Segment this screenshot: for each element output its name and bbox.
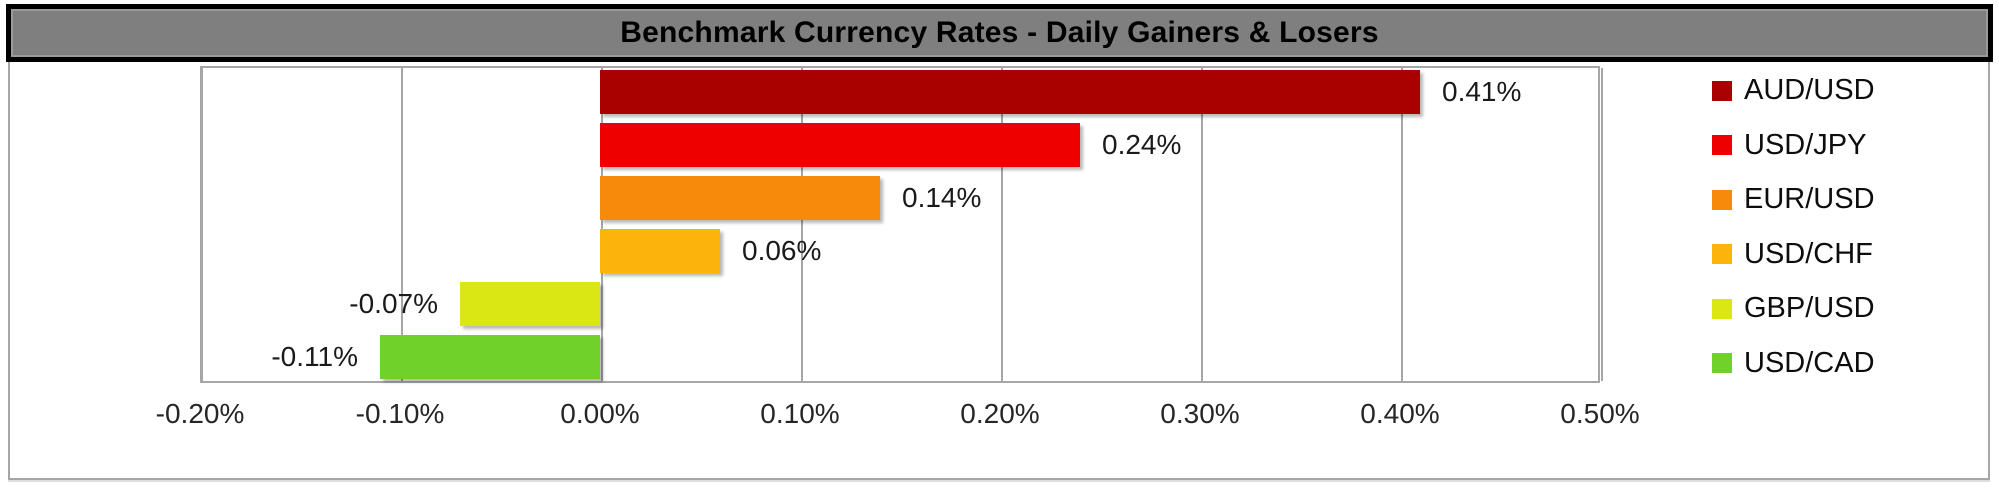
legend-item-usd-jpy: USD/JPY bbox=[1712, 129, 1982, 162]
gridline--0.10% bbox=[401, 68, 403, 381]
legend-label: GBP/USD bbox=[1744, 292, 1875, 325]
legend-label: USD/JPY bbox=[1744, 128, 1867, 161]
legend: AUD/USD USD/JPY EUR/USD USD/CHF GBP/USD USD/C… bbox=[1712, 74, 1982, 380]
x-tick-label: 0.30% bbox=[1160, 398, 1240, 429]
x-tick-label: 0.50% bbox=[1560, 398, 1640, 429]
legend-swatch-icon bbox=[1712, 80, 1732, 101]
chart-title-bar: Benchmark Currency Rates - Daily Gainers… bbox=[6, 4, 1993, 62]
gridline-0.30% bbox=[1201, 68, 1203, 381]
bar-eur-usd bbox=[600, 176, 880, 221]
legend-swatch-icon bbox=[1712, 298, 1732, 319]
gridline-0.10% bbox=[801, 68, 803, 381]
bar-value-label: 0.24% bbox=[1102, 129, 1182, 161]
legend-label: EUR/USD bbox=[1744, 183, 1875, 216]
gridline-0.20% bbox=[1001, 68, 1003, 381]
legend-swatch-icon bbox=[1712, 189, 1732, 210]
gridline-0.50% bbox=[1601, 68, 1603, 381]
x-tick-label: 0.40% bbox=[1360, 398, 1440, 429]
x-tick-label: 0.20% bbox=[960, 398, 1040, 429]
gridline-0.00% bbox=[601, 68, 603, 381]
x-tick-label: 0.00% bbox=[560, 398, 640, 429]
chart-title: Benchmark Currency Rates - Daily Gainers… bbox=[620, 16, 1379, 49]
plot-area bbox=[200, 66, 1603, 383]
legend-item-usd-chf: USD/CHF bbox=[1712, 238, 1982, 271]
legend-label: AUD/USD bbox=[1744, 74, 1875, 106]
bar-usd-chf bbox=[600, 228, 720, 273]
bar-usd-cad bbox=[380, 334, 600, 379]
bar-value-label: 0.41% bbox=[1442, 76, 1522, 108]
bar-value-label: 0.14% bbox=[902, 182, 982, 214]
legend-swatch-icon bbox=[1712, 135, 1732, 156]
legend-swatch-icon bbox=[1712, 244, 1732, 265]
legend-item-gbp-usd: GBP/USD bbox=[1712, 292, 1982, 325]
legend-item-eur-usd: EUR/USD bbox=[1712, 183, 1982, 216]
legend-swatch-icon bbox=[1712, 353, 1732, 374]
gridline-0.40% bbox=[1401, 68, 1403, 381]
x-tick-label: -0.10% bbox=[355, 398, 445, 429]
x-tick-label: 0.10% bbox=[760, 398, 840, 429]
bar-gbp-usd bbox=[460, 281, 600, 326]
legend-label: USD/CAD bbox=[1744, 346, 1875, 379]
gridline--0.20% bbox=[201, 68, 203, 381]
legend-item-aud-usd: AUD/USD bbox=[1712, 74, 1982, 107]
bar-value-label: 0.06% bbox=[742, 234, 822, 266]
bar-value-label: -0.07% bbox=[349, 287, 438, 319]
bar-usd-jpy bbox=[600, 123, 1080, 168]
bar-aud-usd bbox=[600, 70, 1420, 115]
legend-item-usd-cad: USD/CAD bbox=[1712, 347, 1982, 380]
x-tick-label: -0.20% bbox=[155, 398, 245, 429]
bar-value-label: -0.11% bbox=[271, 340, 358, 372]
legend-label: USD/CHF bbox=[1744, 237, 1873, 270]
